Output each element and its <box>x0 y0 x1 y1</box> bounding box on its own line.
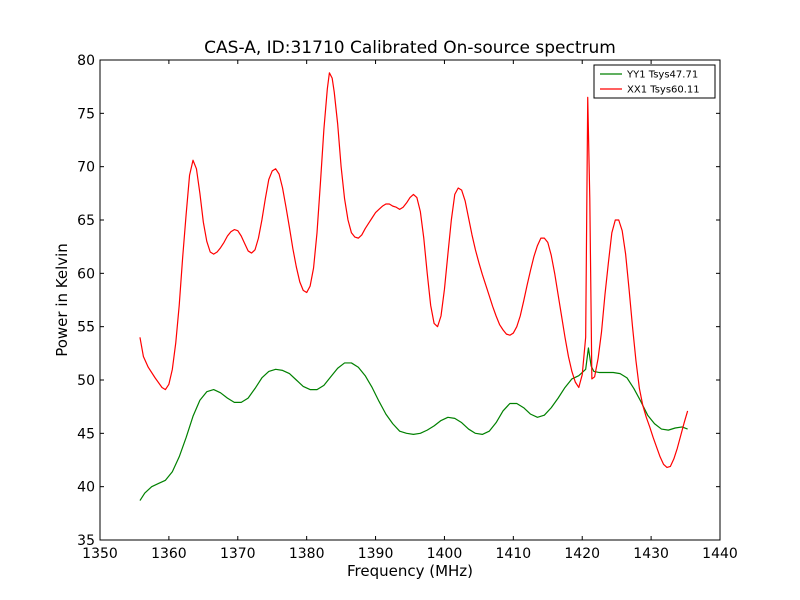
series-layer <box>139 72 689 501</box>
y-tick-label: 45 <box>77 426 95 442</box>
y-tick-label: 50 <box>77 373 95 389</box>
x-tick-label: 1420 <box>564 546 600 562</box>
y-tick-label: 60 <box>77 266 95 282</box>
x-tick-label: 1360 <box>151 546 187 562</box>
plot-frame <box>99 59 721 541</box>
x-tick-label: 1410 <box>496 546 532 562</box>
legend-entry-xx1: XX1 Tsys60.11 <box>627 85 700 96</box>
y-tick-label: 80 <box>77 53 95 69</box>
series-line-xx1 <box>139 72 689 469</box>
x-tick-label: 1390 <box>358 546 394 562</box>
y-tick-label: 65 <box>77 213 95 229</box>
plot-background <box>100 60 720 540</box>
y-tick-label: 55 <box>77 320 95 336</box>
y-tick-label: 75 <box>77 106 95 122</box>
plot-area <box>100 60 720 540</box>
legend-entry-yy1: YY1 Tsys47.71 <box>626 70 698 81</box>
x-tick-label: 1400 <box>427 546 463 562</box>
y-tick-label: 35 <box>77 533 95 549</box>
x-axis-ticks: 1350 1360 1370 1380 1390 1400 1410 1420 1430 1440 <box>82 60 738 562</box>
x-tick-label: 1370 <box>220 546 256 562</box>
y-axis-ticks: 35 40 45 50 55 60 65 70 75 80 <box>77 53 720 549</box>
legend: YY1 Tsys47.71 XX1 Tsys60.11 <box>593 64 716 99</box>
x-tick-label: 1350 <box>82 546 118 562</box>
chart-title: CAS-A, ID:31710 Calibrated On-source spe… <box>204 38 616 58</box>
y-tick-label: 40 <box>77 480 95 496</box>
y-tick-label: 70 <box>77 160 95 176</box>
legend-box <box>593 64 716 99</box>
x-tick-label: 1380 <box>289 546 325 562</box>
x-tick-label: 1440 <box>702 546 738 562</box>
y-axis-label: Power in Kelvin <box>53 243 71 357</box>
x-tick-label: 1430 <box>633 546 669 562</box>
x-axis-label: Frequency (MHz) <box>347 562 473 580</box>
